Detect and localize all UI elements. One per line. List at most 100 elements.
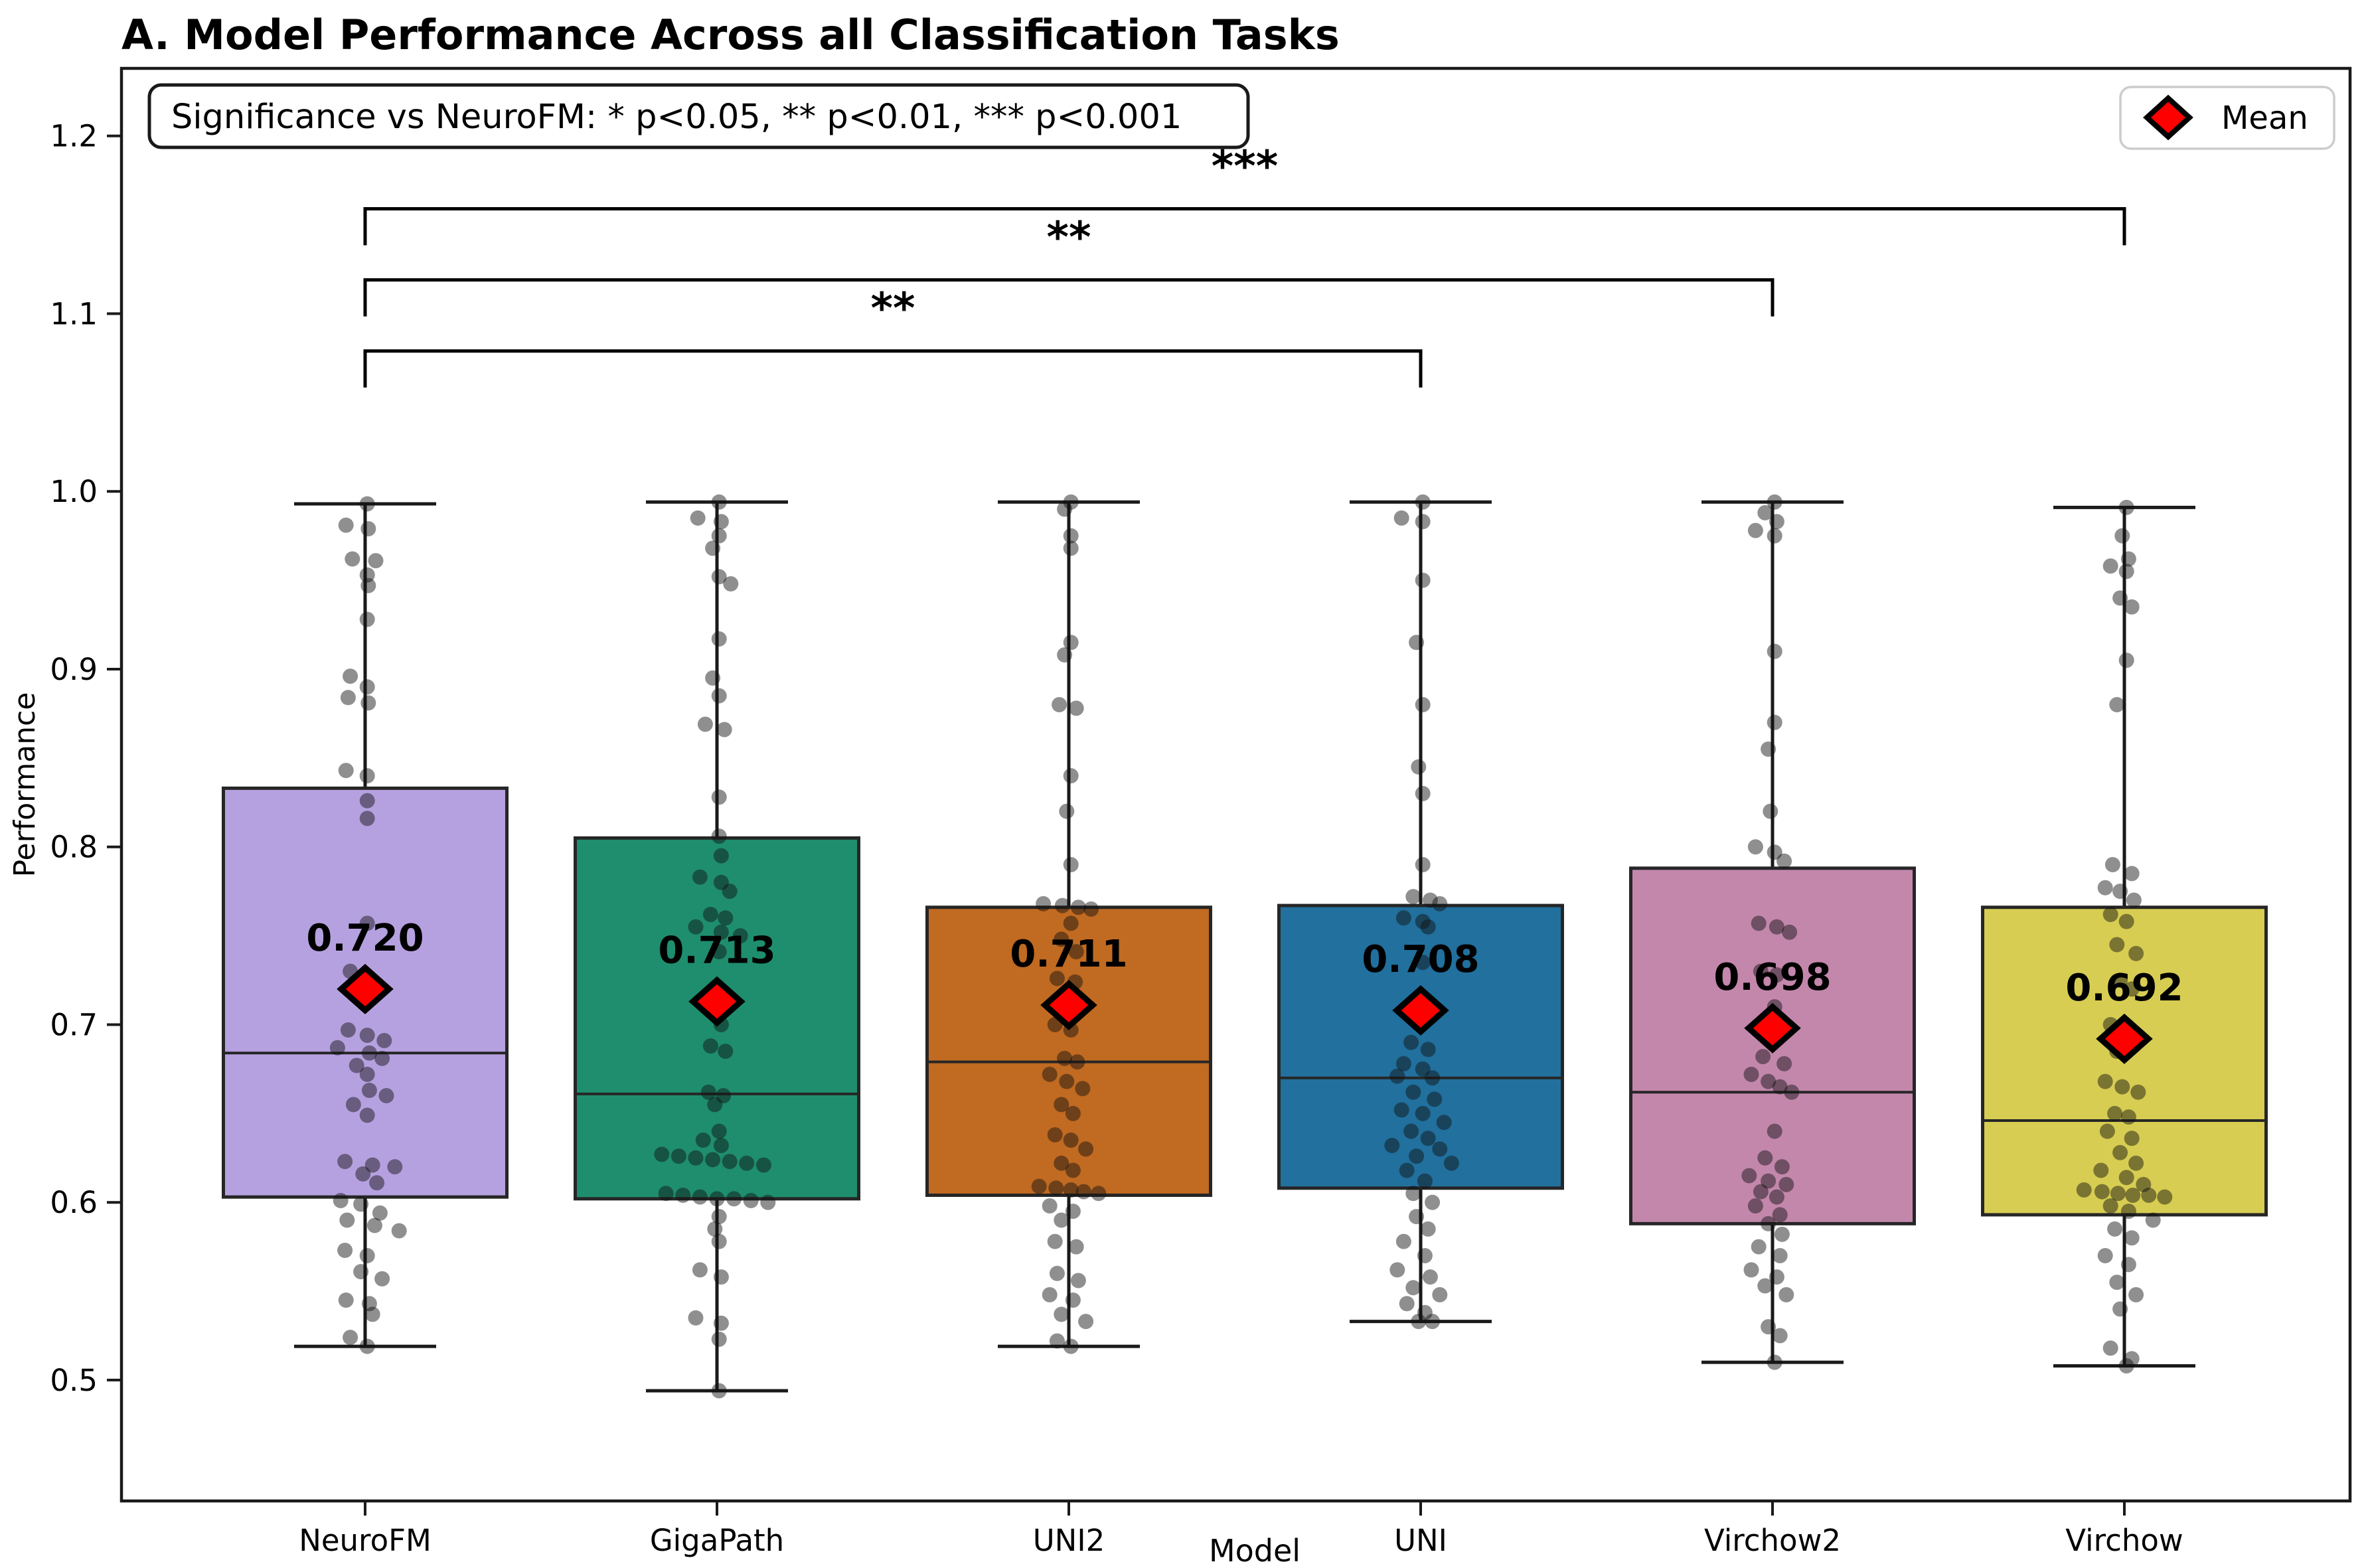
data-point — [1422, 1269, 1438, 1285]
data-point — [2126, 892, 2142, 908]
data-point — [1420, 1042, 1436, 1058]
x-tick-label: GigaPath — [650, 1523, 784, 1558]
y-tick-label: 1.2 — [50, 119, 98, 154]
data-point — [707, 1221, 723, 1237]
data-point — [361, 1296, 377, 1312]
data-point — [697, 716, 713, 732]
data-point — [718, 1044, 734, 1059]
data-point — [713, 848, 729, 864]
data-point — [2112, 1301, 2128, 1317]
data-point — [1743, 1066, 1759, 1082]
x-tick-label: Virchow — [2065, 1523, 2183, 1558]
x-tick-label: Virchow2 — [1704, 1523, 1841, 1558]
data-point — [739, 1155, 755, 1171]
data-point — [2114, 1079, 2130, 1095]
data-point — [2118, 913, 2134, 929]
data-point — [2120, 1204, 2136, 1219]
data-point — [1415, 572, 1431, 588]
data-point — [2112, 973, 2128, 988]
data-point — [711, 789, 727, 805]
data-point — [1063, 915, 1079, 931]
data-point — [1767, 528, 1782, 544]
data-point — [1415, 494, 1431, 510]
data-point — [707, 1097, 723, 1113]
axes-frame — [119, 66, 2352, 1503]
data-point — [372, 1205, 388, 1221]
data-point — [1415, 856, 1431, 872]
data-point — [1769, 967, 1784, 982]
significance-stars: ** — [871, 285, 915, 334]
data-point — [709, 1191, 725, 1207]
data-point — [343, 668, 358, 684]
data-point — [716, 722, 732, 738]
data-point — [1767, 714, 1782, 730]
mean-value-label: 0.708 — [1362, 938, 1479, 981]
data-point — [2076, 1182, 2092, 1198]
data-point — [1036, 896, 1052, 911]
data-point — [711, 1233, 727, 1249]
data-point — [1420, 919, 1436, 935]
data-point — [1054, 1212, 1069, 1228]
data-point — [1769, 1189, 1784, 1205]
data-point — [359, 811, 375, 826]
data-point — [675, 1187, 691, 1203]
data-point — [716, 1088, 732, 1104]
data-point — [353, 1264, 369, 1280]
data-point — [1059, 1073, 1075, 1089]
data-point — [1774, 1226, 1790, 1242]
data-point — [1054, 1097, 1069, 1113]
data-point — [1741, 1168, 1757, 1184]
data-point — [1399, 1296, 1415, 1312]
data-point — [2104, 856, 2120, 872]
data-point — [387, 1159, 403, 1175]
data-point — [1065, 1204, 1081, 1219]
data-point — [1075, 1081, 1091, 1097]
data-point — [359, 1066, 375, 1082]
data-point — [1063, 528, 1079, 544]
data-point — [2107, 1221, 2123, 1237]
data-point — [2128, 945, 2144, 961]
data-point — [340, 690, 356, 706]
data-point — [338, 517, 354, 533]
data-point — [702, 1038, 718, 1054]
data-point — [722, 884, 738, 900]
data-point — [359, 1338, 375, 1354]
data-point — [1776, 1056, 1792, 1071]
data-point — [1399, 1162, 1415, 1178]
data-point — [1078, 1314, 1094, 1330]
data-point — [713, 1269, 729, 1285]
data-point — [374, 1050, 390, 1066]
data-point — [1059, 803, 1075, 819]
data-point — [1047, 1127, 1063, 1142]
data-point — [1425, 1314, 1441, 1330]
data-point — [2136, 1176, 2152, 1192]
data-point — [1772, 1328, 1788, 1344]
y-tick-label: 1.0 — [50, 474, 98, 509]
x-tick-label: UNI2 — [1033, 1523, 1105, 1558]
data-point — [1743, 1262, 1759, 1278]
data-point — [1042, 1287, 1058, 1302]
legend-mean-diamond-icon — [2143, 94, 2193, 141]
data-point — [1415, 785, 1431, 801]
data-point — [690, 510, 706, 526]
data-point — [359, 679, 375, 695]
data-point — [1769, 1269, 1784, 1285]
data-point — [711, 1383, 727, 1399]
data-point — [1405, 1280, 1421, 1296]
data-point — [1068, 1239, 1084, 1255]
data-point — [1443, 1155, 1459, 1171]
data-point — [1772, 1248, 1788, 1264]
data-point — [359, 915, 375, 931]
data-point — [1389, 1068, 1405, 1084]
data-point — [2118, 499, 2134, 515]
data-point — [658, 1186, 674, 1202]
data-point — [1054, 1155, 1069, 1171]
data-point — [2128, 1287, 2144, 1302]
y-tick-label: 1.1 — [50, 296, 98, 331]
data-point — [760, 1194, 776, 1210]
data-point — [1057, 501, 1073, 517]
y-tick-label: 0.5 — [50, 1363, 98, 1398]
data-point — [1070, 900, 1086, 915]
data-point — [1769, 919, 1784, 935]
